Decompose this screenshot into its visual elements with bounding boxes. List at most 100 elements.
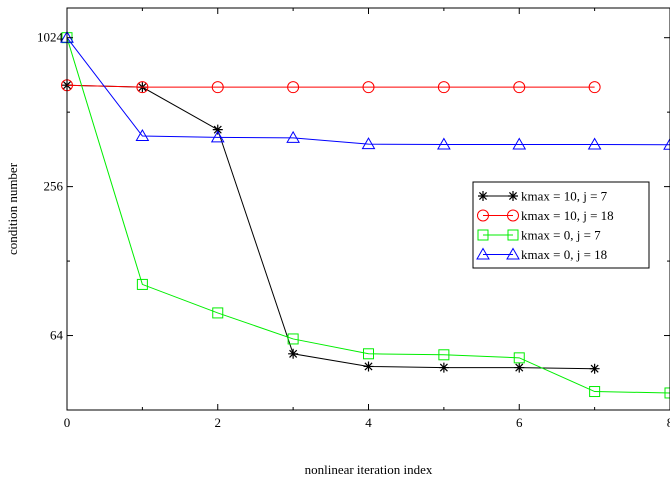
legend-marker-right [507,229,519,241]
legend-marker-right [508,191,518,201]
series-line [66,84,595,370]
data-point [288,348,299,359]
data-point [437,137,451,150]
marker-shape [437,137,451,150]
marker-shape [514,362,525,373]
data-point [663,137,670,150]
legend-marker-left [478,191,488,201]
marker-shape [438,349,450,361]
marker-shape [212,124,223,135]
data-point [438,349,450,361]
legend-item: kmax = 10, j = 7 [478,189,608,204]
data-point [588,81,601,94]
legend-label: kmax = 10, j = 7 [521,189,608,204]
x-tick-label: 6 [516,415,523,430]
marker-shape [477,209,489,222]
marker-shape [663,137,670,150]
y-tick-label: 1024 [37,30,64,45]
data-point [136,278,148,290]
x-axis-label: nonlinear iteration index [305,462,433,477]
data-point [363,348,374,360]
data-point [286,130,300,143]
data-point [587,137,602,150]
marker-shape [136,81,149,94]
series-2 [61,32,670,399]
marker-shape [437,81,450,94]
data-point [212,307,224,319]
marker-shape [211,81,224,94]
data-point [514,362,525,373]
legend-item: kmax = 0, j = 18 [476,247,607,262]
marker-shape [588,81,601,94]
marker-shape [476,247,490,260]
legend-item: kmax = 0, j = 7 [477,228,601,243]
marker-shape [589,386,601,398]
data-point [287,333,299,345]
marker-shape [363,348,374,360]
legend-marker-right [506,247,520,260]
x-tick-label: 8 [667,415,670,430]
data-point [361,137,376,150]
marker-shape [361,137,376,150]
data-point [589,386,601,398]
data-point [363,361,374,372]
y-tick-label: 64 [50,328,64,343]
data-point [664,387,670,399]
marker-shape [506,247,520,260]
marker-shape [288,348,299,359]
marker-shape [478,191,488,201]
marker-shape [507,229,519,241]
series-layer [60,30,670,399]
series-line [66,37,670,146]
data-point [589,363,600,374]
marker-shape [136,278,148,290]
data-point [211,81,224,94]
data-point [362,81,375,94]
legend-marker-left [476,247,490,260]
data-point [135,129,150,142]
marker-shape [508,191,518,201]
marker-shape [664,387,670,399]
axes-layer: 0 2 4 6 8 64 256 1024 [37,8,670,430]
data-point [287,81,300,94]
legend-label: kmax = 0, j = 18 [521,247,607,262]
y-tick-label: 256 [44,179,64,194]
data-point [513,352,525,364]
series-line [66,37,670,394]
marker-shape [513,352,525,364]
data-point [513,81,526,94]
marker-shape [587,137,602,150]
marker-shape [438,362,449,373]
legend-label: kmax = 0, j = 7 [521,228,601,243]
series-line [66,84,595,88]
marker-shape [286,130,300,143]
legend-marker-left [477,209,489,222]
data-point [437,81,450,94]
marker-shape [362,81,375,94]
marker-shape [210,130,225,143]
marker-shape [513,81,526,94]
legend-marker-right [507,209,519,222]
marker-shape [363,361,374,372]
data-point [210,130,225,143]
series-3 [60,30,670,150]
data-point [212,124,223,135]
marker-shape [135,129,150,142]
marker-shape [287,333,299,345]
data-point [512,137,527,150]
legend-item: kmax = 10, j = 18 [477,208,614,223]
marker-shape [212,307,224,319]
marker-shape [507,209,519,222]
marker-shape [287,81,300,94]
marker-shape [512,137,527,150]
legend: kmax = 10, j = 7 kmax = 10, j = 18 kmax = … [472,181,650,269]
data-point [136,81,149,94]
data-point [438,362,449,373]
marker-shape [477,229,489,241]
legend-marker-left [477,229,489,241]
marker-shape [589,363,600,374]
x-tick-label: 0 [64,415,71,430]
legend-label: kmax = 10, j = 18 [521,208,614,223]
x-tick-label: 2 [215,415,222,430]
